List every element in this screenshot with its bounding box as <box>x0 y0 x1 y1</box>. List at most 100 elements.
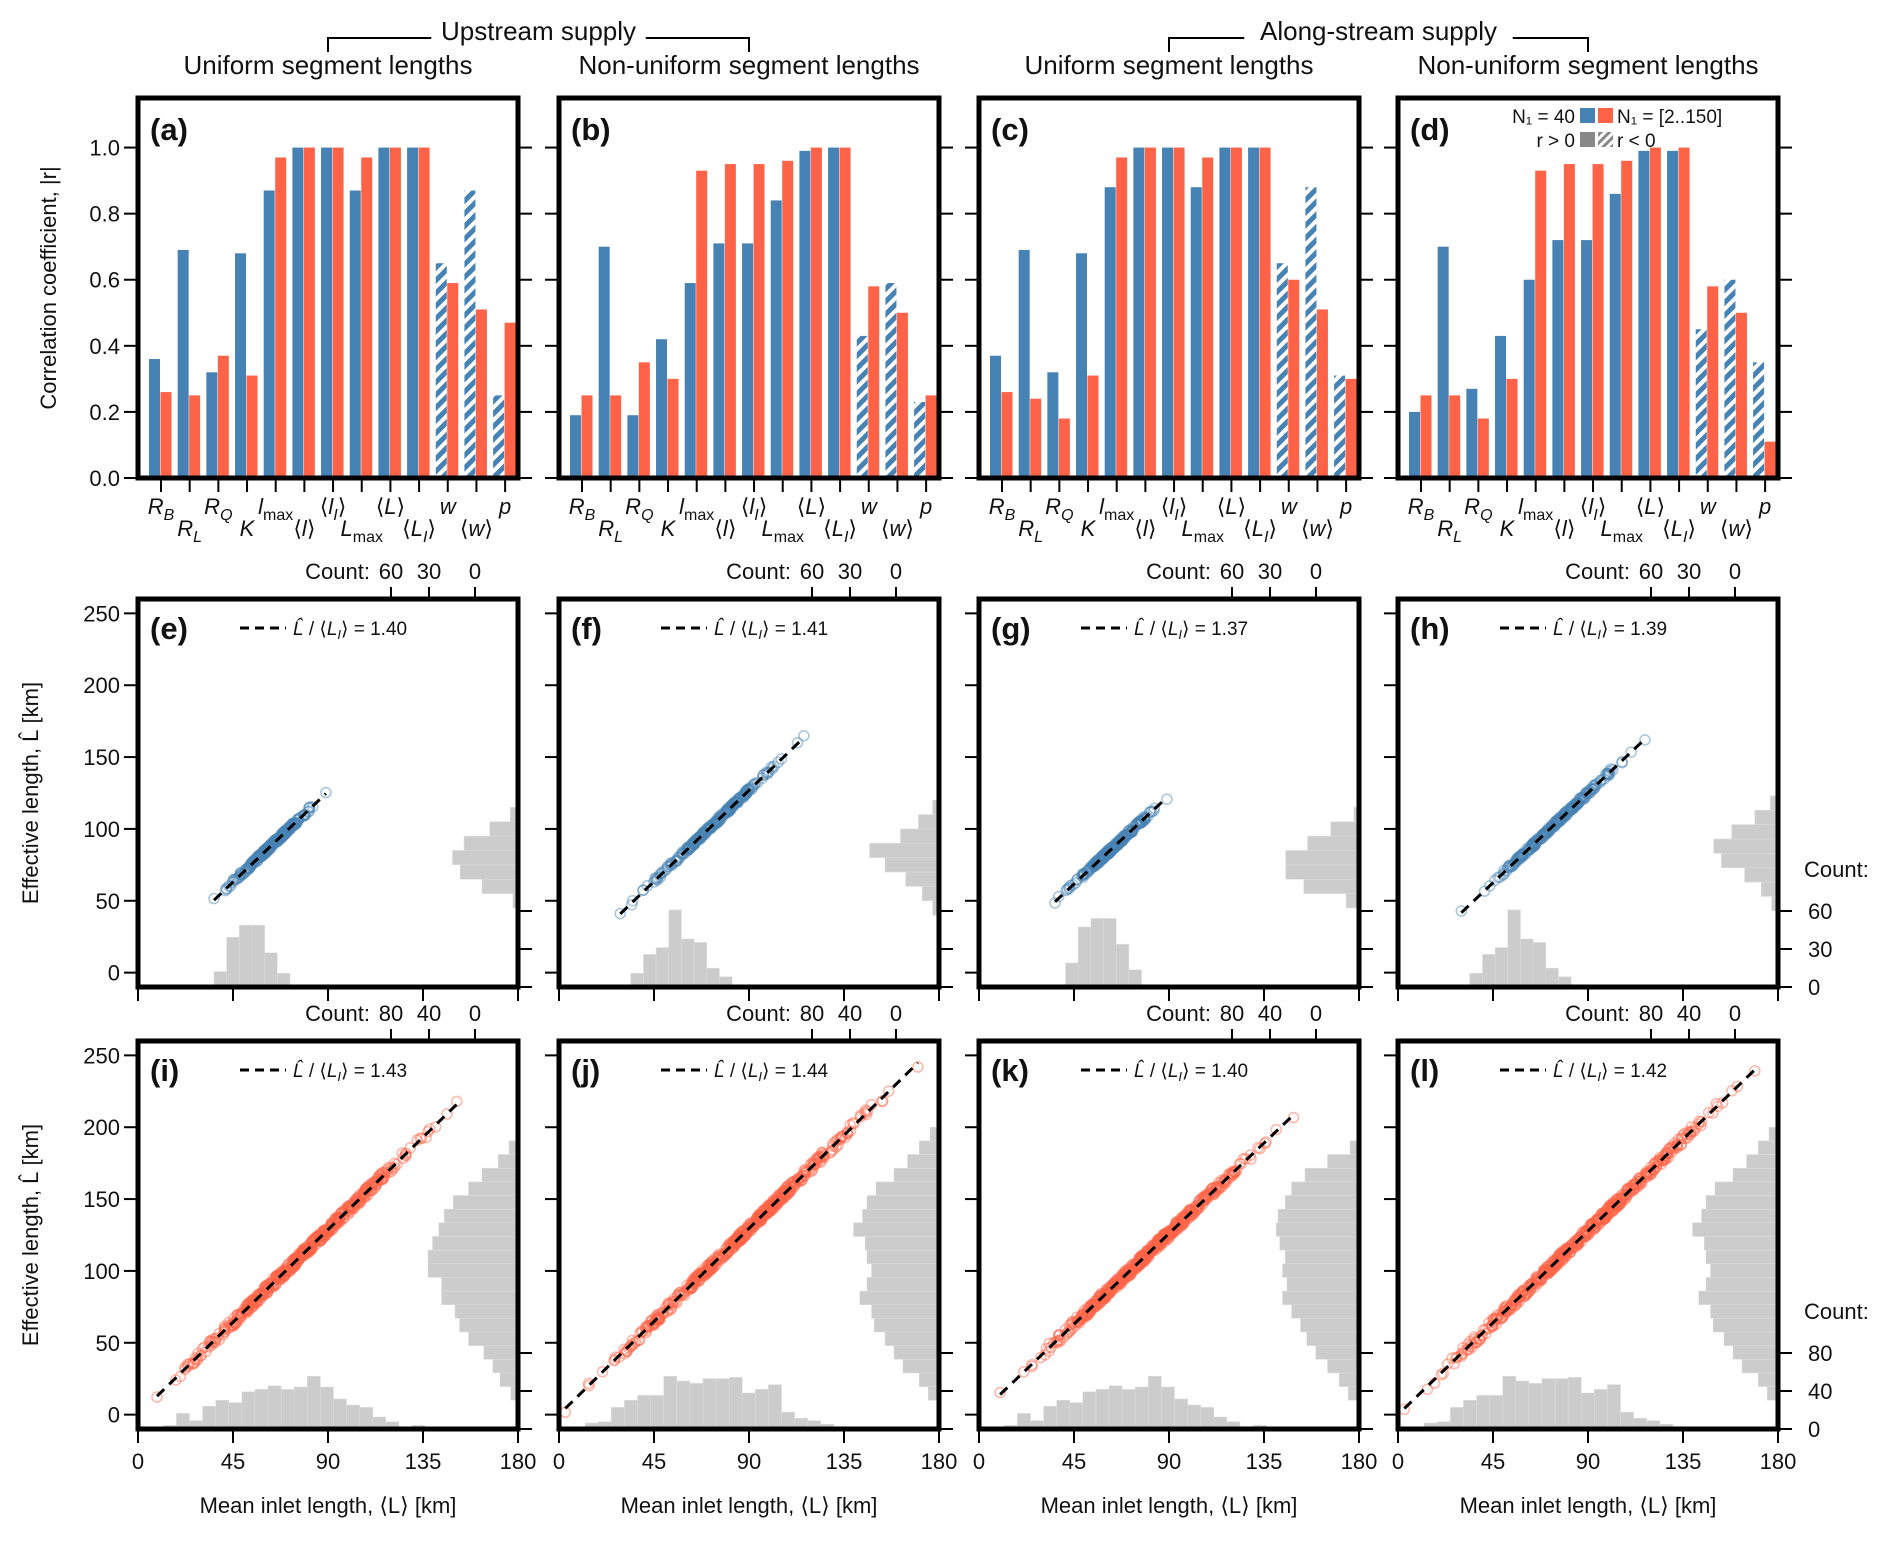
data-point <box>702 1262 715 1274</box>
column-title: Uniform segment lengths <box>183 50 472 80</box>
data-point <box>1227 1169 1239 1181</box>
category-tick-label: Lmax <box>1181 516 1223 546</box>
data-point <box>1157 1233 1169 1246</box>
data-point <box>1225 1168 1238 1180</box>
data-point <box>1146 1241 1158 1254</box>
data-point <box>626 894 639 907</box>
data-point <box>704 1261 716 1274</box>
data-point <box>1512 851 1525 863</box>
data-point <box>654 871 667 883</box>
data-point <box>732 1229 745 1242</box>
data-point <box>1624 1182 1637 1194</box>
data-point <box>1485 1320 1498 1333</box>
data-point <box>711 1252 724 1265</box>
data-point <box>1134 815 1146 828</box>
data-point <box>1500 1305 1513 1318</box>
data-point <box>1163 1229 1176 1241</box>
column-title: Uniform segment lengths <box>1024 50 1313 80</box>
data-point <box>781 1184 794 1196</box>
data-point <box>240 865 252 877</box>
data-point <box>309 1235 322 1248</box>
x-histogram-bar <box>1108 1385 1123 1430</box>
column-title: Non-uniform segment lengths <box>578 50 919 80</box>
data-point <box>682 1282 695 1295</box>
data-point <box>1102 844 1115 856</box>
fit-ratio-value: 1.42 <box>1630 1061 1667 1082</box>
data-point <box>634 1327 646 1340</box>
data-point <box>720 1246 732 1259</box>
data-point <box>379 1166 391 1179</box>
data-point <box>429 1121 442 1133</box>
data-point <box>716 807 729 820</box>
x-histogram-bar <box>1528 1383 1543 1430</box>
data-point <box>292 812 305 825</box>
data-point <box>258 845 270 858</box>
data-point <box>1566 1239 1579 1252</box>
count-tick-label: 0 <box>890 1001 902 1026</box>
bar <box>1724 279 1736 478</box>
data-point <box>182 1360 194 1373</box>
data-point <box>1574 1232 1586 1245</box>
data-point <box>250 1293 262 1306</box>
data-point <box>262 842 274 855</box>
data-point <box>1598 1208 1611 1221</box>
data-point <box>748 1216 760 1229</box>
data-point <box>734 1231 746 1244</box>
data-point <box>703 1263 715 1275</box>
data-point <box>1089 1295 1102 1307</box>
y-histogram-bar <box>875 1181 940 1196</box>
data-point <box>1560 809 1573 822</box>
data-point <box>693 833 706 846</box>
data-point <box>263 840 276 852</box>
data-point <box>728 1234 741 1246</box>
data-point <box>294 1251 307 1264</box>
category-tick-label: p <box>1758 494 1771 519</box>
data-point <box>1137 1251 1149 1264</box>
data-point <box>1594 774 1607 787</box>
x-histogram-bar <box>346 1404 360 1430</box>
data-point <box>1587 1221 1600 1234</box>
data-point <box>249 855 262 868</box>
x-histogram-bar <box>241 1391 256 1430</box>
data-point <box>332 1211 345 1224</box>
data-point <box>1572 795 1584 808</box>
data-point <box>1472 1332 1485 1345</box>
data-point <box>246 1299 259 1312</box>
data-point <box>748 1220 760 1232</box>
data-point <box>343 1205 355 1217</box>
data-point <box>1100 847 1113 859</box>
data-point <box>450 1095 463 1108</box>
data-point <box>788 1181 800 1194</box>
data-point <box>1026 1358 1038 1371</box>
data-point <box>258 1283 270 1296</box>
data-point <box>753 1214 766 1227</box>
data-point <box>285 820 298 833</box>
y-histogram-bar <box>1701 1208 1779 1224</box>
y-histogram-bar <box>1306 1331 1360 1346</box>
y-histogram-bar <box>1692 1222 1779 1237</box>
data-point <box>758 1205 770 1217</box>
data-point <box>369 1176 381 1188</box>
y-histogram-bar <box>1327 1359 1360 1374</box>
bar <box>349 190 361 479</box>
bar <box>1316 309 1328 478</box>
data-point <box>677 847 690 860</box>
data-point <box>234 867 247 880</box>
x-tick-label: 135 <box>826 1449 863 1474</box>
data-point <box>760 1203 773 1215</box>
data-point <box>1544 823 1557 835</box>
data-point <box>279 827 292 840</box>
y-histogram-bar <box>1741 1359 1779 1374</box>
data-point <box>1565 801 1577 814</box>
data-point <box>768 1198 781 1211</box>
data-point <box>766 1199 778 1212</box>
data-point <box>1110 839 1123 851</box>
data-point <box>1568 799 1581 812</box>
panel-label: (j) <box>571 1053 600 1088</box>
data-point <box>1097 849 1110 861</box>
data-point <box>400 1150 412 1162</box>
data-point <box>1081 864 1094 877</box>
y-axis-label: Effective length, L̂ [km] <box>18 682 43 904</box>
data-point <box>1586 783 1599 796</box>
